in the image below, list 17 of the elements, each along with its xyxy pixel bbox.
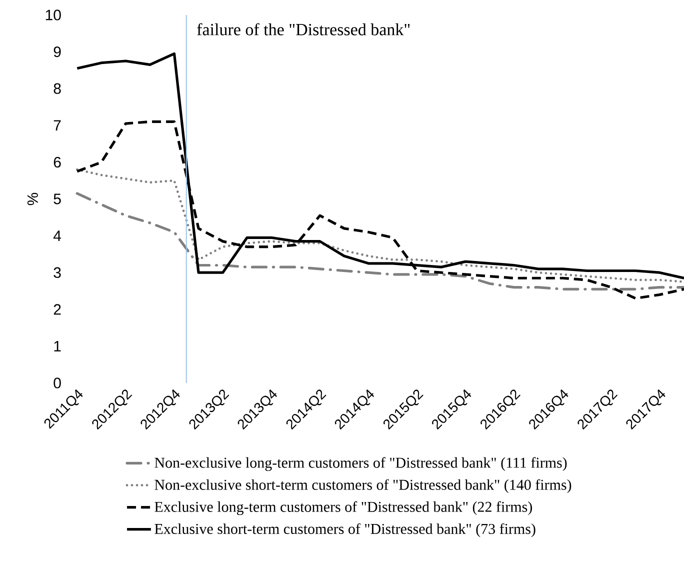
legend-label: Non-exclusive short-term customers of "Distressed bank" (140 firms) xyxy=(154,479,572,493)
y-tick-label: 4 xyxy=(53,230,62,241)
y-tick-label: 0 xyxy=(54,378,61,388)
y-tick-label: 10 xyxy=(46,10,61,20)
y-tick-label: 9 xyxy=(54,46,61,58)
y-tick-label: 8 xyxy=(54,83,61,94)
y-tick-label: 6 xyxy=(54,156,61,168)
y-tick-label: 2 xyxy=(54,304,61,315)
legend-label: Non-exclusive long-term customers of "Distressed bank" (111 firms) xyxy=(154,457,567,471)
y-tick-label: 1 xyxy=(54,341,61,352)
legend-label: Exclusive long-term customers of "Distressed bank" (22 firms) xyxy=(154,501,532,516)
annotation: failure of the "Distressed bank" xyxy=(197,23,410,36)
y-tick-label: 7 xyxy=(54,120,61,131)
legend-label: Exclusive short-term customers of "Distressed bank" (73 firms) xyxy=(154,523,536,538)
y-tick-label: 3 xyxy=(54,267,61,278)
y-axis-title: % xyxy=(27,192,38,206)
y-tick-label: 5 xyxy=(54,194,61,204)
